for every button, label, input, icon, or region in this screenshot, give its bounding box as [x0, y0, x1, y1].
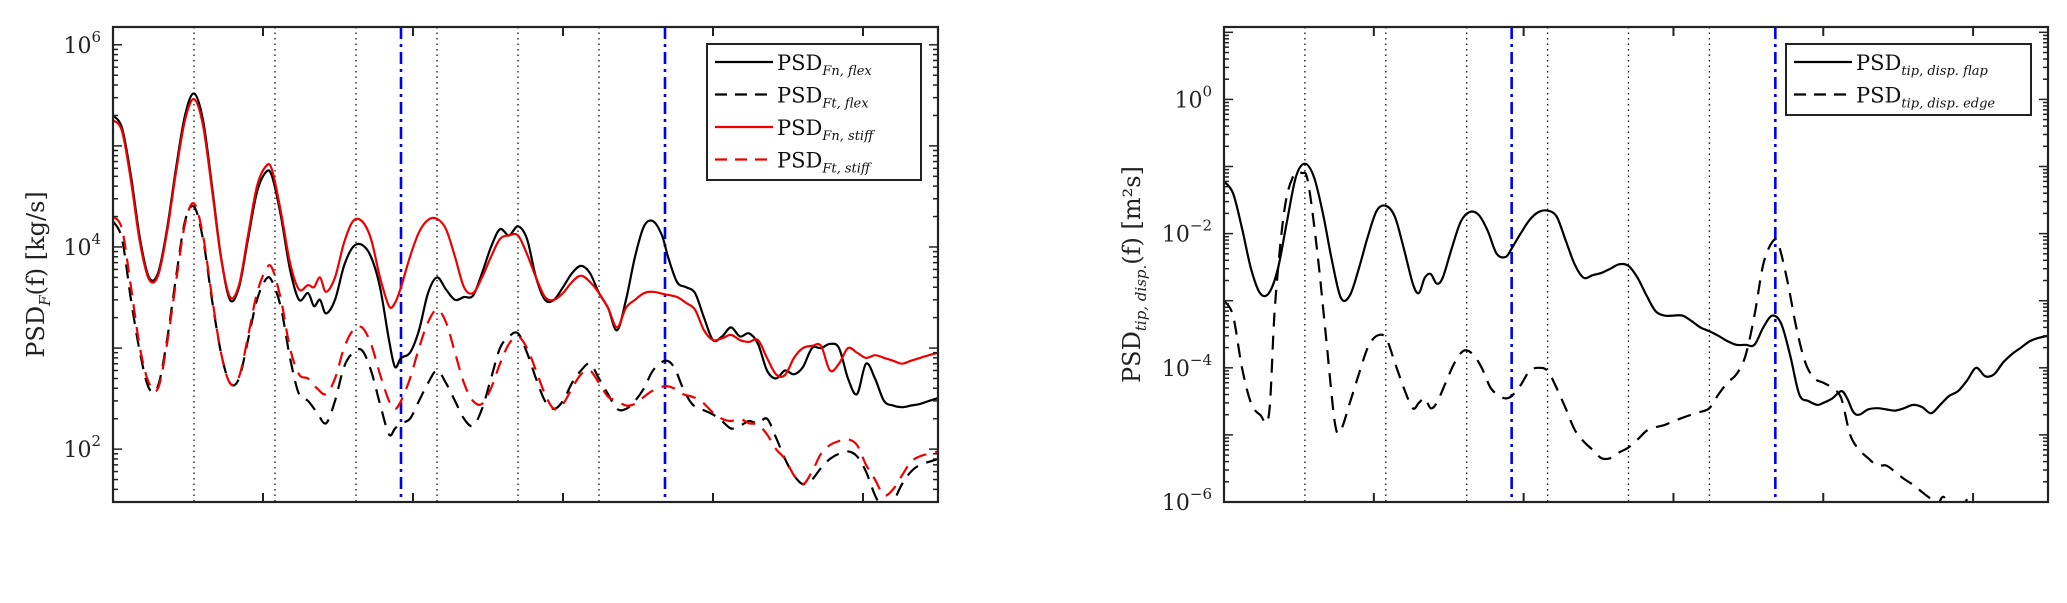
series-line-psd-tip-disp-flap	[1224, 162, 2048, 416]
y-tick-label: 10−6	[1162, 485, 1212, 516]
y-tick-label: 104	[63, 230, 101, 261]
y-tick-base: 10	[1162, 357, 1190, 382]
y-tick-exponent: −2	[1190, 217, 1212, 235]
legend-entry: PSDtip, disp. edge	[1856, 84, 1995, 112]
y-axis-title-tail: (f) [m²s]	[1118, 166, 1146, 265]
legend-box	[1785, 43, 2032, 116]
legend-entry-main: PSD	[777, 149, 822, 173]
y-axis-title-subscript: F	[36, 295, 54, 307]
y-axis-title-subscript: tip, disp.	[1132, 265, 1150, 331]
legend-entry-subscript: tip, disp. edge	[1901, 97, 1995, 112]
y-tick-exponent: −6	[1190, 485, 1212, 503]
series-group	[113, 92, 938, 502]
series-group	[1224, 162, 2048, 502]
y-tick-base: 10	[1162, 491, 1190, 516]
y-tick-base: 10	[63, 438, 91, 463]
legend-entry-main: PSD	[1856, 51, 1901, 75]
y-tick-exponent: 6	[91, 28, 101, 46]
series-line-psd-fn-stiff	[113, 98, 938, 378]
axes-box	[111, 25, 940, 504]
y-axis-title-tail: (f) [kg/s]	[22, 191, 50, 295]
y-tick-label: 106	[63, 28, 101, 59]
y-axis-title: PSDF(f) [kg/s]	[22, 191, 54, 358]
axes-box	[1222, 25, 2050, 504]
y-tick-label: 100	[1174, 82, 1212, 113]
y-tick-base: 10	[1174, 88, 1202, 113]
y-tick-exponent: 2	[91, 432, 101, 450]
y-tick-base: 10	[63, 236, 91, 261]
legend-entry-main: PSD	[777, 51, 822, 75]
y-axis-title: PSDtip, disp.(f) [m²s]	[1118, 166, 1150, 383]
legend-entry-subscript: tip, disp. flap	[1901, 64, 1988, 79]
legend-entry: PSDFt, stiff	[777, 149, 873, 177]
y-tick-exponent: 4	[91, 230, 101, 248]
y-axis-title-main: PSD	[22, 306, 50, 358]
series-line-psd-tip-disp-edge	[1224, 171, 1969, 502]
legend-entry-subscript: Fn, flex	[821, 64, 872, 79]
y-tick-exponent: 0	[1202, 82, 1212, 100]
legend-entry: PSDFn, flex	[777, 51, 872, 79]
y-tick-base: 10	[1162, 223, 1190, 248]
y-axis-title-main: PSD	[1118, 331, 1146, 383]
legend-entry: PSDFt, flex	[777, 84, 869, 112]
legend-entry-subscript: Fn, stiff	[821, 129, 876, 144]
legend-entry: PSDtip, disp. flap	[1856, 51, 1988, 79]
y-tick-exponent: −4	[1190, 351, 1212, 369]
series-line-psd-ft-stiff	[113, 202, 938, 497]
legend-entry-main: PSD	[777, 84, 822, 108]
series-line-psd-ft-flex	[113, 204, 938, 502]
legend-entry: PSDFn, stiff	[777, 116, 876, 144]
y-tick-label: 10−4	[1162, 351, 1212, 382]
y-tick-label: 102	[63, 432, 101, 463]
legend-box	[706, 43, 922, 181]
legend-entry-subscript: Ft, stiff	[821, 162, 873, 177]
legend-entry-subscript: Ft, flex	[821, 97, 869, 112]
y-tick-label: 10−2	[1162, 217, 1212, 248]
y-tick-base: 10	[63, 34, 91, 59]
legend-entry-main: PSD	[1856, 84, 1901, 108]
legend-entry-main: PSD	[777, 116, 822, 140]
